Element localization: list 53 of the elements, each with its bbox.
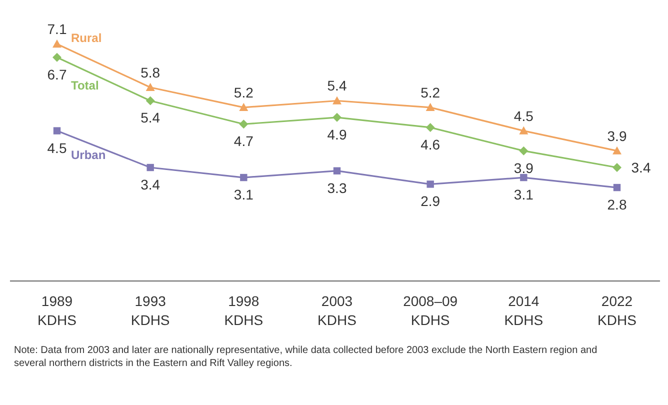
x-tick-label: 2008–09 KDHS (403, 293, 458, 328)
data-label: 2.8 (607, 196, 627, 213)
data-label: 3.3 (327, 180, 347, 196)
series-label: Urban (71, 148, 106, 162)
point (53, 127, 61, 134)
data-label: 3.4 (140, 176, 160, 193)
point (52, 40, 62, 48)
data-label: 3.1 (234, 186, 254, 203)
point (239, 120, 248, 129)
data-label: 4.5 (514, 108, 534, 124)
point (146, 96, 155, 106)
x-tick-label: 1993 KDHS (130, 293, 170, 328)
point (613, 184, 621, 192)
series-label: Rural (71, 31, 102, 45)
point (240, 174, 248, 182)
data-label: 4.9 (327, 126, 347, 142)
point (426, 122, 435, 132)
point (146, 82, 155, 91)
data-label: 3.9 (607, 128, 627, 144)
data-label: 3.4 (631, 160, 651, 176)
data-label: 4.5 (47, 140, 67, 156)
x-tick-label: 2014 KDHS (504, 293, 544, 328)
data-label: 3.9 (514, 160, 534, 176)
point (520, 174, 528, 182)
point (612, 146, 622, 154)
data-label: 6.7 (47, 66, 67, 82)
data-label: 4.6 (420, 136, 440, 152)
data-label: 2.9 (420, 193, 440, 210)
x-tick-label: 2022 KDHS (598, 293, 636, 328)
x-tick-label: 1989 KDHS (38, 293, 76, 328)
x-tick-label: 2003 KDHS (318, 293, 356, 328)
data-label: 5.4 (327, 78, 347, 94)
series-label: Total (71, 78, 99, 92)
point (332, 112, 342, 122)
data-label: 7.1 (47, 21, 67, 37)
data-label: 3.1 (514, 186, 534, 203)
point (146, 164, 154, 172)
point (426, 180, 434, 188)
point (332, 96, 342, 104)
x-tick-label: 1998 KDHS (224, 293, 264, 328)
data-label: 5.4 (140, 110, 160, 126)
data-label: 4.7 (234, 133, 254, 150)
point (239, 102, 248, 112)
data-label: 5.8 (140, 64, 160, 80)
data-label: 5.2 (234, 84, 254, 100)
point (519, 126, 528, 134)
point (612, 163, 622, 172)
data-label: 5.2 (420, 84, 440, 100)
text: Note: Data from 2003 and later are nationally representative, while data collected before 2003 exclude the North Eastern region and several northern districts in the Eastern and Rift Valley regions. (14, 345, 598, 369)
point (519, 146, 528, 156)
point (333, 167, 341, 174)
point (426, 102, 435, 112)
point (52, 52, 62, 62)
